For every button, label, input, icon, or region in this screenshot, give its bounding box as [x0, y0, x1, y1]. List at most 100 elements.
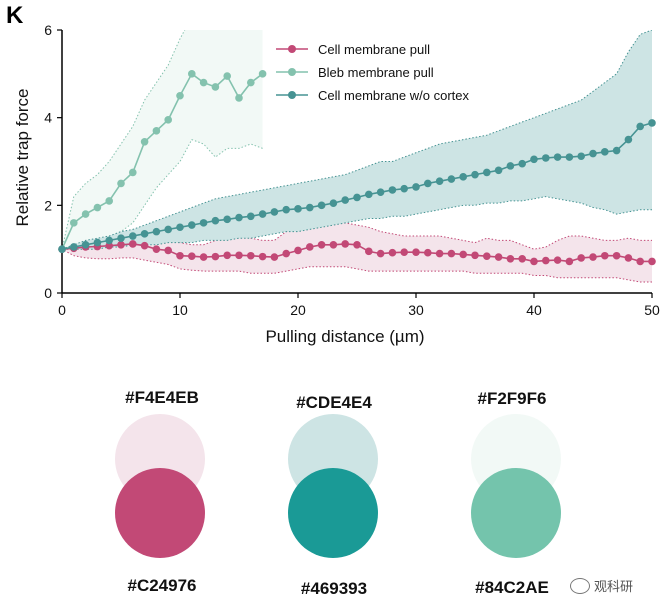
watermark-text: 观科研: [594, 580, 634, 595]
legend-marker-2: [288, 91, 296, 99]
x-tick-label-0: 0: [58, 302, 66, 318]
x-tick-label-50: 50: [644, 302, 660, 318]
series-2-point: [506, 162, 515, 170]
series-0-lower-edge: [62, 248, 652, 283]
series-1-point: [188, 70, 196, 78]
series-0-point: [577, 254, 585, 262]
series-0-point: [140, 241, 149, 250]
series-2-point: [494, 166, 503, 175]
series-1-point: [93, 203, 102, 212]
series-2-point: [247, 212, 255, 221]
series-2-point: [447, 175, 456, 183]
series-0-point: [506, 255, 515, 263]
x-axis-label: Pulling distance (µm): [265, 327, 424, 346]
series-0-band: [62, 222, 652, 282]
swatch-label-dark-mint: #84C2AE: [475, 578, 549, 597]
series-0-point: [459, 250, 468, 259]
swatch-dark-1: [288, 468, 378, 558]
series-0-point: [553, 256, 562, 264]
series-2-point: [624, 135, 633, 144]
series-2-point: [270, 208, 279, 216]
series-1-point: [105, 197, 113, 205]
series-0-point: [188, 252, 196, 260]
series-1-point: [247, 78, 255, 87]
y-axis-label: Relative trap force: [13, 89, 32, 227]
series-2-point: [199, 219, 208, 227]
series-1-point: [235, 94, 243, 102]
series-0-point: [152, 245, 161, 253]
series-1-point: [164, 116, 172, 124]
y-tick-label-4: 4: [44, 110, 52, 126]
series-2-point: [258, 210, 267, 218]
series-2-point: [176, 223, 184, 232]
series-0-point: [624, 254, 633, 262]
series-2-point: [117, 234, 125, 243]
series-0-point: [258, 252, 267, 261]
series-2-point: [140, 230, 149, 238]
series-0-point: [306, 243, 314, 251]
legend-marker-0: [288, 45, 296, 53]
series-2-point: [70, 243, 78, 251]
y-tick-label-2: 2: [44, 197, 52, 213]
series-1-point: [117, 179, 125, 188]
series-2-band: [62, 30, 652, 250]
series-2-point: [105, 236, 113, 245]
y-tick-label-6: 6: [44, 22, 52, 38]
legend-label-1: Bleb membrane pull: [318, 65, 434, 80]
swatch-label-light-pink: #F4E4EB: [125, 388, 199, 407]
series-0-point: [530, 257, 538, 266]
series-0-point: [636, 257, 644, 266]
x-tick-label-40: 40: [526, 302, 542, 318]
series-1-lower-edge: [62, 138, 263, 250]
series-0-point: [129, 240, 137, 248]
series-2-point: [483, 168, 491, 177]
series-2-point: [553, 153, 562, 161]
series-0-point: [400, 248, 409, 257]
series-2-point: [152, 227, 161, 236]
series-1-point: [140, 137, 149, 146]
series-0-point: [565, 257, 574, 266]
series-2-point: [648, 119, 656, 127]
series-2-point: [601, 148, 609, 156]
series-2-point: [565, 153, 574, 161]
series-2-point: [459, 173, 468, 181]
series-2-point: [211, 216, 220, 225]
series-2-point: [223, 215, 231, 224]
swatch-label-light-teal: #CDE4E4: [296, 393, 372, 412]
y-tick-label-0: 0: [44, 285, 52, 301]
swatch-dark-0: [115, 468, 205, 558]
swatch-dark-2: [471, 468, 561, 558]
series-0-point: [447, 249, 456, 258]
series-0-point: [412, 248, 420, 257]
series-2-point: [636, 122, 644, 131]
series-2-point: [376, 188, 385, 196]
series-1-point: [81, 210, 90, 218]
series-2-point: [129, 232, 137, 240]
series-0-point: [494, 253, 503, 261]
series-2-point: [81, 240, 90, 249]
series-0-point: [329, 240, 338, 249]
series-2-point: [329, 199, 338, 207]
series-2-point: [282, 205, 291, 214]
series-0-point: [317, 240, 326, 249]
legend-marker-1: [288, 68, 296, 76]
x-tick-label-20: 20: [290, 302, 306, 318]
series-1-point: [199, 78, 208, 87]
series-1-upper-edge: [62, 30, 186, 250]
panel-label: K: [6, 2, 24, 29]
series-0-point: [164, 246, 172, 255]
series-1-point: [211, 83, 220, 91]
series-0-point: [353, 240, 361, 249]
series-0-point: [648, 257, 656, 266]
series-2-point: [388, 186, 397, 194]
series-2-point: [341, 196, 350, 204]
series-2-point: [412, 183, 420, 191]
series-0-point: [589, 253, 597, 261]
series-2-point: [164, 225, 172, 234]
x-tick-label-30: 30: [408, 302, 424, 318]
series-0-point: [471, 251, 479, 260]
series-2-point: [424, 179, 432, 188]
series-0-point: [376, 249, 385, 258]
